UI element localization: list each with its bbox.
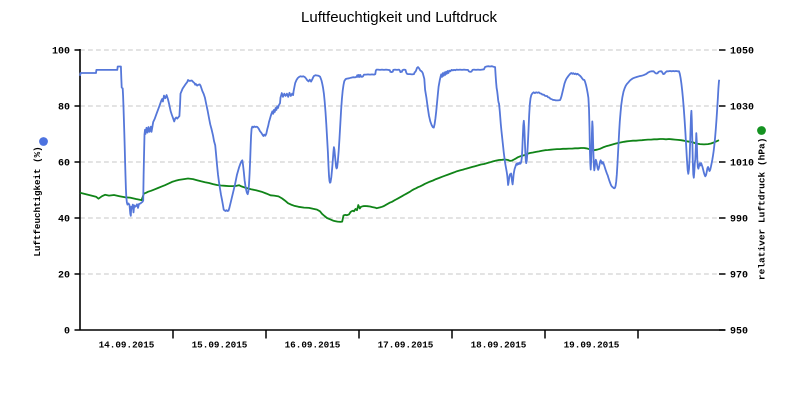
svg-text:20: 20 [58,271,70,282]
svg-text:relativer Luftdruck (hPa): relativer Luftdruck (hPa) [757,138,768,281]
svg-text:Luftfeuchtigkeit (%): Luftfeuchtigkeit (%) [32,146,43,256]
svg-text:40: 40 [58,215,70,226]
svg-text:1050: 1050 [730,47,754,58]
svg-text:0: 0 [64,327,70,338]
svg-text:100: 100 [52,47,70,58]
svg-text:Luftfeuchtigkeit und Luftdruck: Luftfeuchtigkeit und Luftdruck [301,9,497,26]
svg-text:990: 990 [730,215,748,226]
svg-text:1030: 1030 [730,103,754,114]
svg-text:80: 80 [58,103,70,114]
svg-text:1010: 1010 [730,159,754,170]
svg-text:17.09.2015: 17.09.2015 [378,340,434,351]
svg-text:16.09.2015: 16.09.2015 [285,340,341,351]
svg-text:15.09.2015: 15.09.2015 [192,340,248,351]
svg-text:950: 950 [730,327,748,338]
svg-text:19.09.2015: 19.09.2015 [564,340,620,351]
svg-text:18.09.2015: 18.09.2015 [471,340,527,351]
svg-text:60: 60 [58,159,70,170]
svg-text:14.09.2015: 14.09.2015 [99,340,155,351]
svg-text:970: 970 [730,271,748,282]
